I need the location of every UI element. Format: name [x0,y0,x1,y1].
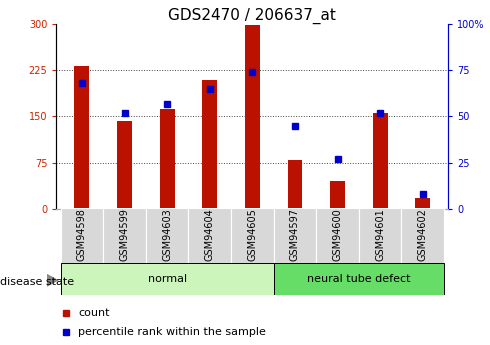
Text: percentile rank within the sample: percentile rank within the sample [78,327,266,337]
Bar [245,26,260,209]
Bar [103,208,146,264]
Bar [202,79,217,209]
Bar [359,208,401,264]
Bar [316,208,359,264]
Title: GDS2470 / 206637_at: GDS2470 / 206637_at [169,8,336,24]
Bar [273,263,444,295]
Bar [146,208,189,264]
Text: GSM94598: GSM94598 [77,208,87,261]
Bar [117,121,132,209]
Bar [61,263,273,295]
Bar [273,208,316,264]
Text: GSM94604: GSM94604 [205,208,215,261]
Text: neural tube defect: neural tube defect [307,274,411,284]
Bar [160,109,174,209]
Bar [373,114,388,209]
Text: GSM94601: GSM94601 [375,208,385,261]
Bar [401,208,444,264]
Bar [416,198,430,209]
Text: GSM94602: GSM94602 [418,208,428,261]
Text: normal: normal [147,274,187,284]
Text: GSM94603: GSM94603 [162,208,172,261]
Bar [189,208,231,264]
Text: GSM94597: GSM94597 [290,208,300,262]
Bar [288,159,302,209]
Bar [61,208,103,264]
Text: GSM94599: GSM94599 [120,208,129,261]
Text: GSM94600: GSM94600 [333,208,343,261]
Text: count: count [78,308,109,318]
Text: GSM94605: GSM94605 [247,208,257,261]
Bar [231,208,273,264]
Text: disease state: disease state [0,277,74,287]
Polygon shape [47,274,59,287]
Bar [74,66,89,209]
Bar [330,181,345,209]
